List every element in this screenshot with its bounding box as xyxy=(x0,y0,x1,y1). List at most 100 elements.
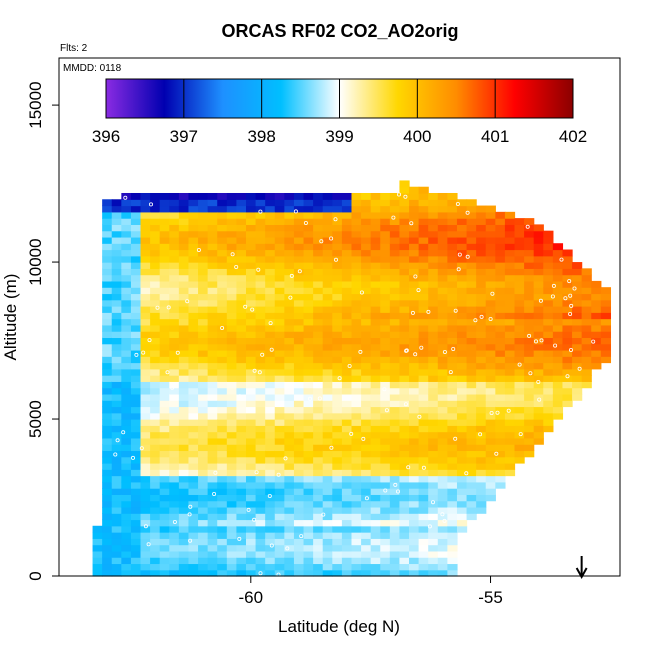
curtain-cell xyxy=(236,456,247,464)
curtain-cell xyxy=(111,406,122,414)
curtain-cell xyxy=(332,230,343,238)
curtain-cell xyxy=(313,469,324,477)
curtain-cell xyxy=(409,343,420,351)
curtain-cell xyxy=(102,475,113,483)
sample-point xyxy=(391,215,396,220)
curtain-cell xyxy=(284,205,295,213)
curtain-cell xyxy=(178,199,190,207)
curtain-cell xyxy=(380,393,391,401)
curtain-cell xyxy=(255,563,266,571)
curtain-cell xyxy=(418,324,429,332)
curtain-cell xyxy=(102,519,113,527)
curtain-cell xyxy=(437,230,448,238)
curtain-cell xyxy=(399,550,410,558)
curtain-cell xyxy=(236,381,247,389)
curtain-cell xyxy=(437,557,448,565)
curtain-cell xyxy=(476,236,487,244)
curtain-cell xyxy=(198,400,209,408)
curtain-cell xyxy=(198,262,209,269)
curtain-cell xyxy=(495,337,506,345)
curtain-cell xyxy=(140,230,151,238)
curtain-cell xyxy=(188,349,199,357)
curtain-cell xyxy=(543,299,554,307)
curtain-cell xyxy=(399,337,410,345)
curtain-cell xyxy=(380,563,391,571)
curtain-cell xyxy=(265,525,276,533)
curtain-cell xyxy=(341,557,353,565)
sample-point xyxy=(237,394,242,399)
sample-point xyxy=(489,410,494,415)
curtain-cell xyxy=(581,368,592,376)
curtain-cell xyxy=(389,356,401,364)
curtain-cell xyxy=(399,569,410,577)
curtain-cell xyxy=(178,381,190,389)
curtain-cell xyxy=(121,331,132,339)
curtain-cell xyxy=(332,450,343,458)
curtain-cell xyxy=(466,362,477,370)
y-tick-label: 0 xyxy=(26,571,45,580)
curtain-cell xyxy=(217,224,228,232)
curtain-cell xyxy=(476,406,487,414)
curtain-cell xyxy=(437,525,448,533)
curtain-cell xyxy=(246,299,257,307)
curtain-cell xyxy=(524,268,535,276)
curtain-cell xyxy=(504,381,516,389)
curtain-cell xyxy=(313,475,324,483)
curtain-cell xyxy=(322,375,333,382)
curtain-cell xyxy=(351,312,362,320)
curtain-cell xyxy=(169,331,180,339)
curtain-cell xyxy=(351,400,362,408)
curtain-cell xyxy=(293,462,305,470)
curtain-cell xyxy=(246,462,257,470)
curtain-cell xyxy=(140,343,151,351)
curtain-cell xyxy=(361,544,372,552)
curtain-cell xyxy=(428,557,439,565)
curtain-cell xyxy=(428,287,439,295)
curtain-cell xyxy=(437,500,448,508)
curtain-cell xyxy=(226,525,238,533)
curtain-cell xyxy=(380,387,391,395)
curtain-cell xyxy=(418,368,429,376)
curtain-cell xyxy=(456,368,468,376)
curtain-cell xyxy=(284,544,295,552)
curtain-cell xyxy=(246,550,257,558)
curtain-cell xyxy=(159,205,170,213)
curtain-cell xyxy=(409,387,420,395)
curtain-cell xyxy=(572,393,583,401)
curtain-cell xyxy=(591,312,602,320)
curtain-cell xyxy=(150,456,161,464)
curtain-cell xyxy=(159,218,170,225)
curtain-cell xyxy=(169,199,180,207)
curtain-cell xyxy=(188,481,199,489)
curtain-cell xyxy=(159,462,170,470)
curtain-cell xyxy=(389,349,401,357)
curtain-cell xyxy=(409,362,420,370)
curtain-cell xyxy=(265,331,276,339)
curtain-cell xyxy=(255,293,266,301)
curtain-cell xyxy=(533,400,544,408)
curtain-cell xyxy=(543,274,554,282)
curtain-cell xyxy=(140,532,151,539)
curtain-cell xyxy=(198,506,209,514)
curtain-cell xyxy=(466,444,477,452)
curtain-cell xyxy=(332,293,343,301)
curtain-cell xyxy=(159,356,170,364)
curtain-cell xyxy=(226,513,238,521)
curtain-cell xyxy=(236,387,247,395)
curtain-cell xyxy=(466,375,477,382)
curtain-cell xyxy=(332,500,343,508)
curtain-cell xyxy=(456,318,468,326)
curtain-cell xyxy=(380,306,391,313)
curtain-cell xyxy=(514,368,525,376)
curtain-cell xyxy=(150,299,161,307)
curtain-cell xyxy=(236,268,247,276)
curtain-cell xyxy=(111,243,122,251)
curtain-cell xyxy=(562,400,573,408)
curtain-cell xyxy=(303,450,314,458)
curtain-cell xyxy=(437,381,448,389)
curtain-cell xyxy=(476,218,487,225)
curtain-cell xyxy=(409,456,420,464)
curtain-cell xyxy=(428,356,439,364)
curtain-cell xyxy=(226,431,238,439)
curtain-cell xyxy=(130,500,142,508)
